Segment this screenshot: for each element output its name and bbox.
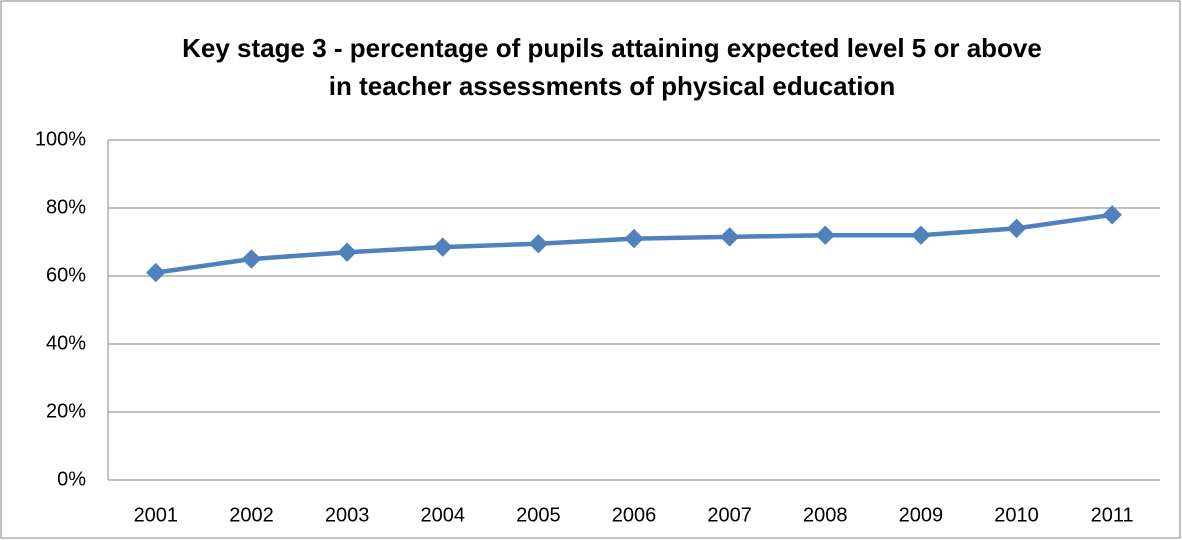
y-tick-label: 100% [35, 128, 86, 150]
marker [1102, 205, 1122, 225]
marker [337, 242, 357, 262]
y-tick-label: 0% [57, 468, 86, 490]
marker [815, 225, 835, 245]
x-tick-label: 2003 [325, 504, 370, 526]
x-tick-label: 2001 [134, 504, 179, 526]
chart-title: Key stage 3 - percentage of pupils attai… [182, 33, 1042, 63]
y-tick-label: 80% [46, 196, 86, 218]
marker [911, 225, 931, 245]
marker [241, 249, 262, 269]
x-tick-label: 2005 [516, 504, 561, 526]
x-tick-label: 2008 [803, 504, 848, 526]
chart-title: in teacher assessments of physical educa… [329, 71, 895, 101]
y-tick-label: 40% [46, 332, 86, 354]
y-tick-label: 20% [46, 400, 86, 422]
x-tick-label: 2007 [707, 504, 752, 526]
x-tick-label: 2009 [899, 504, 944, 526]
x-tick-label: 2006 [612, 504, 657, 526]
marker [146, 262, 166, 283]
x-tick-label: 2010 [994, 504, 1039, 526]
marker [719, 227, 740, 247]
marker [624, 228, 644, 249]
marker [433, 237, 453, 257]
x-tick-label: 2002 [229, 504, 274, 526]
x-tick-label: 2004 [420, 504, 465, 526]
marker [1006, 218, 1027, 239]
y-tick-label: 60% [46, 264, 86, 286]
x-tick-label: 2011 [1091, 504, 1134, 526]
marker [528, 233, 549, 254]
